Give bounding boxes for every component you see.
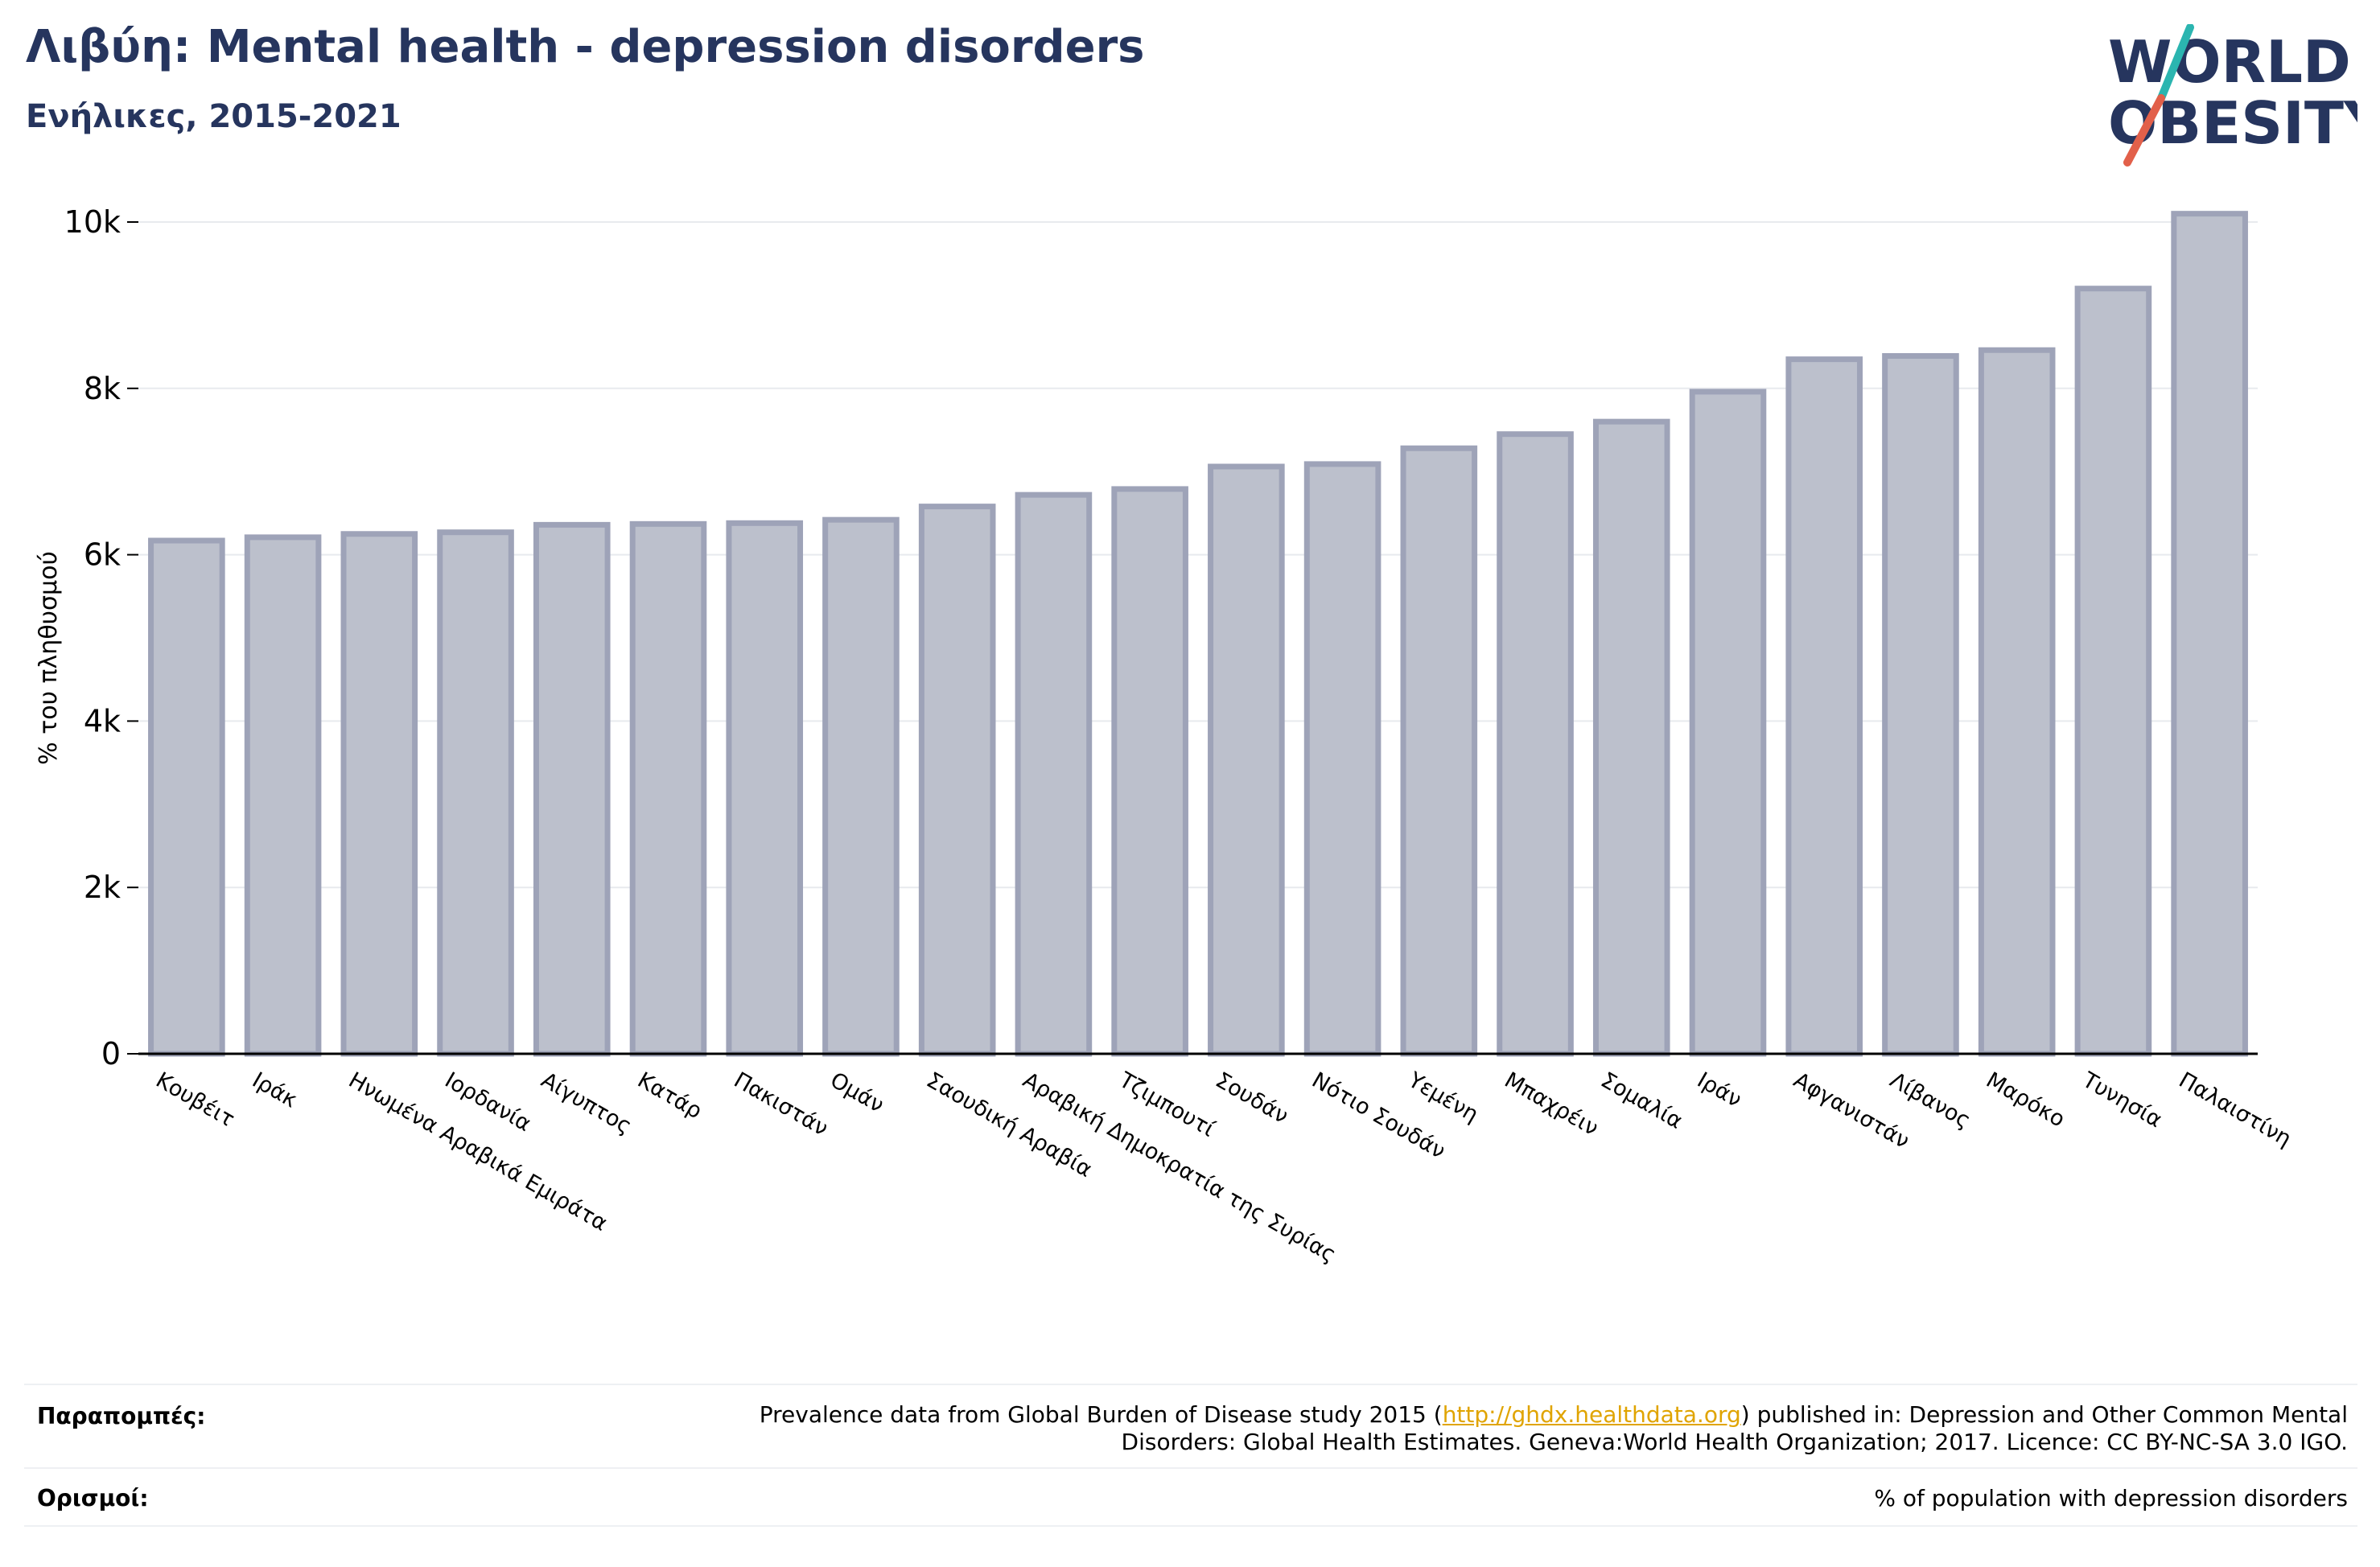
references-text-line2: Disorders: Global Health Estimates. Gene… — [1121, 1429, 2348, 1455]
x-tick-label: Ιράκ — [248, 1067, 302, 1113]
y-tick-label: 10k — [64, 204, 121, 240]
bar — [533, 521, 611, 1057]
definitions-text: % of population with depression disorder… — [1874, 1485, 2348, 1511]
x-tick-label: Ομάν — [826, 1067, 887, 1118]
x-axis-tick-labels: Κουβέιτ Ιράκ Ηνωμένα Αραβικά ΕμιράταΙορδαν… — [151, 1067, 2296, 1268]
references-text: Prevalence data from Global Burden of Di… — [760, 1401, 2348, 1456]
x-tick-label: Μπαχρέιν — [1501, 1067, 1603, 1141]
references-text-before: Prevalence data from Global Burden of Di… — [759, 1401, 1443, 1428]
bar — [1015, 491, 1093, 1057]
y-axis-label: % του πληθυσμού — [35, 551, 63, 765]
bar — [148, 537, 225, 1057]
x-tick-label: Μαρόκο — [1982, 1067, 2069, 1132]
bar — [1208, 463, 1285, 1057]
bar — [2171, 211, 2248, 1057]
references-link[interactable]: http://ghdx.healthdata.org — [1442, 1401, 1741, 1428]
bar — [822, 516, 900, 1057]
y-tick-label: 2k — [84, 870, 121, 905]
bar — [1111, 486, 1188, 1057]
y-tick-label: 6k — [84, 537, 121, 573]
x-tick-label: Κατάρ — [633, 1067, 706, 1124]
bar — [2074, 286, 2152, 1057]
y-axis-ticks: 0 2k 4k 6k 8k 10k — [64, 204, 138, 1071]
bar — [244, 534, 322, 1057]
x-tick-label: Κουβέιτ — [151, 1067, 238, 1132]
bar — [1978, 347, 2056, 1057]
x-tick-label: Πακιστάν — [730, 1067, 833, 1141]
x-tick-label: Παλαιστίνη — [2175, 1067, 2296, 1152]
bar — [629, 520, 707, 1057]
x-tick-label: Σαουδική Αραβία — [922, 1067, 1096, 1182]
world-obesity-logo: WORLD OBESITY — [2108, 24, 2357, 167]
bar — [918, 504, 996, 1057]
bar — [1303, 461, 1381, 1057]
references-row: Παραπομπές: Prevalence data from Global … — [24, 1384, 2357, 1469]
references-label: Παραπομπές: — [37, 1403, 206, 1429]
definitions-row: Ορισμοί: % of population with depression… — [24, 1467, 2357, 1527]
bar — [340, 531, 418, 1057]
logo-slash-top — [2157, 24, 2194, 102]
bar — [437, 529, 514, 1057]
bar — [1689, 389, 1767, 1057]
y-tick-label: 8k — [84, 371, 121, 406]
x-tick-label: Αίγυπτος — [537, 1067, 636, 1139]
y-tick-label: 0 — [101, 1036, 121, 1071]
page-title: Λιβύη: Mental health - depression disord… — [26, 21, 1145, 73]
logo-line1: WORLD — [2108, 28, 2351, 96]
x-tick-label: Ιράν — [1693, 1067, 1746, 1113]
x-tick-label: Υεμένη — [1403, 1067, 1483, 1128]
bar — [726, 520, 804, 1057]
bar — [1400, 445, 1478, 1057]
logo-slash-bottom — [2123, 94, 2165, 167]
page-subtitle: Ενήλικες, 2015-2021 — [26, 98, 401, 135]
y-tick-label: 4k — [84, 703, 121, 738]
definitions-label: Ορισμοί: — [37, 1485, 149, 1511]
bar-chart: 0 2k 4k 6k 8k 10k Κουβέιτ Ιράκ Ηνωμένα Αραβικά … — [35, 204, 2296, 1268]
x-tick-label: Τυνησία — [2077, 1067, 2166, 1133]
references-text-after: ) published in: Depression and Other Com… — [1740, 1401, 2348, 1428]
x-tick-label: Σουδάν — [1211, 1067, 1292, 1129]
bar — [1592, 418, 1670, 1057]
bars — [148, 211, 2248, 1057]
bar — [1497, 431, 1574, 1057]
bar — [1882, 352, 1959, 1057]
bar — [1785, 356, 1863, 1057]
x-tick-label: Σομαλία — [1596, 1067, 1686, 1134]
